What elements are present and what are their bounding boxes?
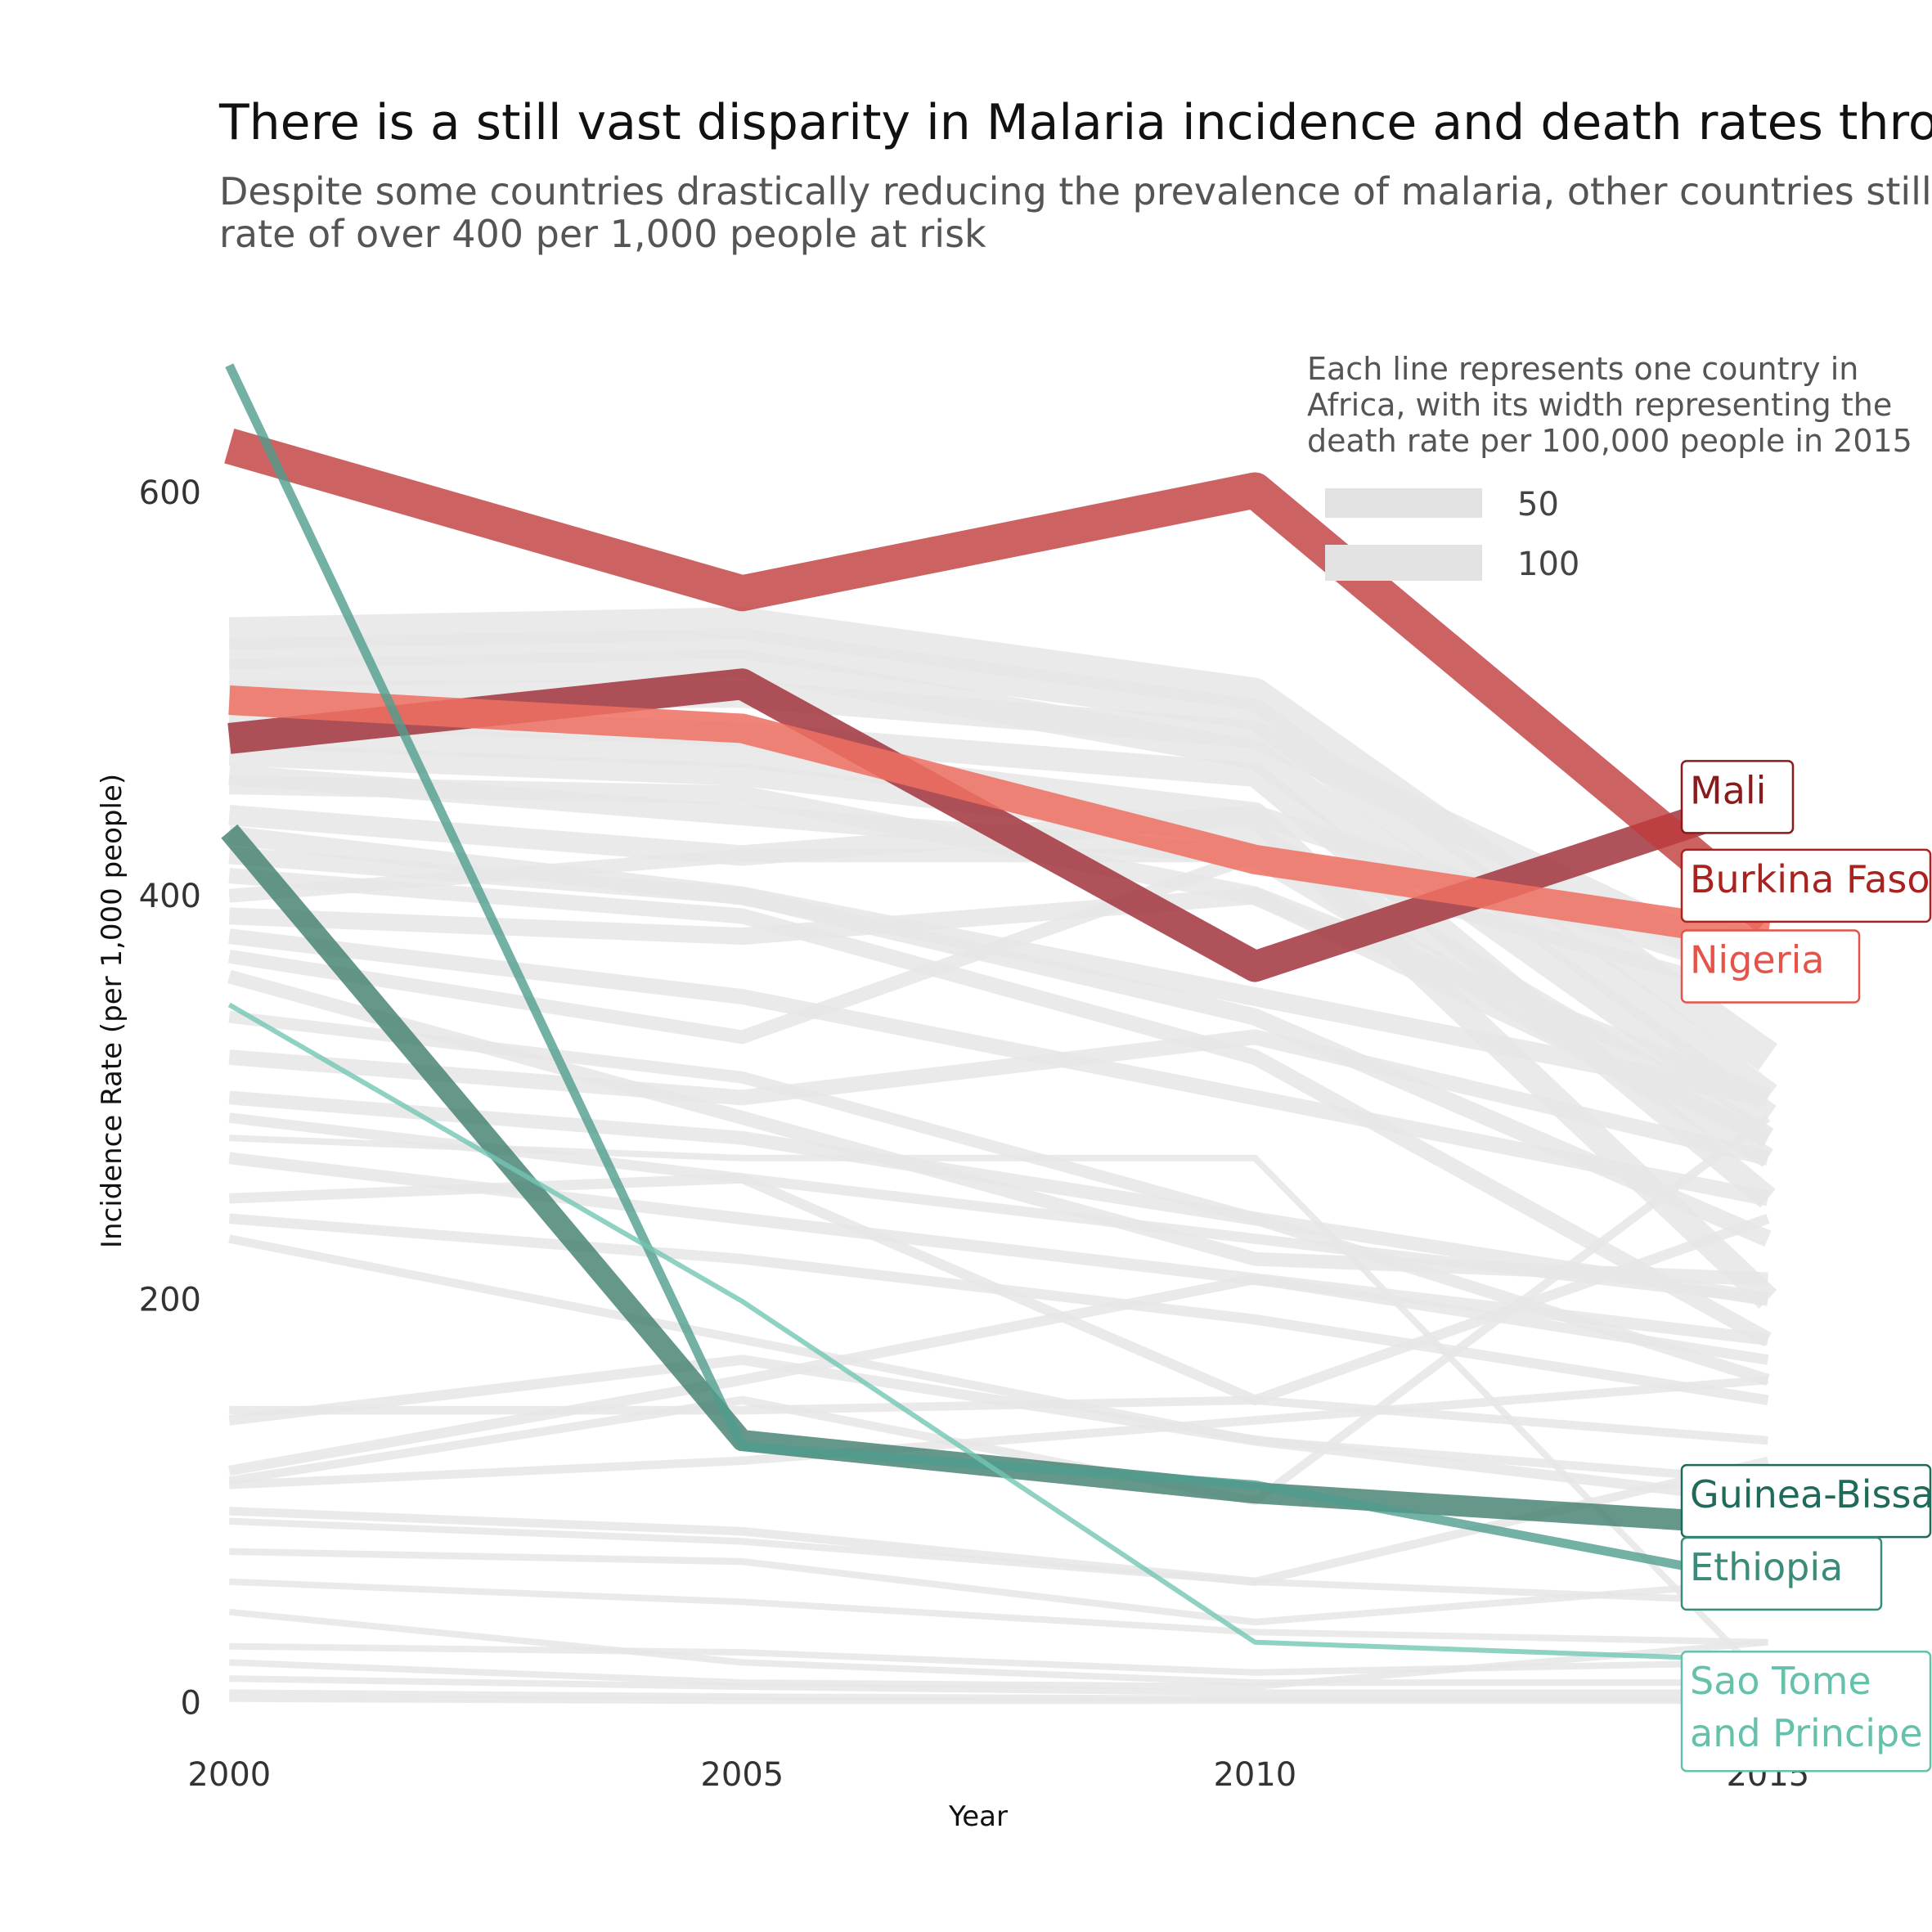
legend-label-100: 100 bbox=[1517, 546, 1579, 583]
legend-key-50 bbox=[1325, 488, 1482, 518]
chart-title: There is a still vast disparity in Malar… bbox=[218, 94, 1932, 151]
background-country-line bbox=[228, 887, 1772, 1146]
label-text: Burkina Faso bbox=[1690, 857, 1930, 901]
label-text: Mali bbox=[1690, 768, 1766, 812]
y-tick-label: 0 bbox=[181, 1685, 201, 1723]
legend-label-50: 50 bbox=[1517, 486, 1559, 523]
background-country-line bbox=[229, 1578, 1768, 1646]
background-country-line bbox=[229, 1517, 1768, 1606]
background-country-line bbox=[228, 928, 1770, 1206]
background-country-line bbox=[228, 1029, 1770, 1166]
series-line-ethiopia bbox=[225, 363, 1769, 1587]
label-text: Nigeria bbox=[1690, 938, 1825, 982]
background-country-line bbox=[229, 1456, 1769, 1587]
background-country-line bbox=[229, 1375, 1768, 1489]
series-line-nigeria bbox=[228, 685, 1771, 951]
series-line-burkina-faso bbox=[224, 429, 1780, 932]
label-nigeria: Nigeria bbox=[1680, 929, 1861, 1004]
label-guinea-bissau: Guinea-Bissau bbox=[1680, 1463, 1932, 1539]
x-tick-label: 2005 bbox=[700, 1756, 784, 1794]
width-legend: Each line represents one country in Afri… bbox=[1307, 351, 1912, 583]
background-country-line bbox=[229, 1638, 1768, 1690]
background-country-line bbox=[228, 1608, 1768, 1687]
background-country-line bbox=[229, 1675, 1768, 1696]
y-tick-label: 600 bbox=[139, 474, 201, 512]
background-country-line bbox=[228, 1114, 1771, 1506]
label-text: and Principe bbox=[1690, 1711, 1923, 1755]
background-country-line bbox=[229, 1695, 1768, 1705]
x-tick-label: 2000 bbox=[187, 1756, 271, 1794]
label-box bbox=[1680, 1536, 1883, 1611]
background-country-line bbox=[228, 848, 1770, 1004]
y-axis: 0 200 400 600 bbox=[139, 474, 201, 1723]
background-country-line bbox=[228, 1355, 1769, 1507]
background-country-line bbox=[228, 1213, 1769, 1406]
x-axis-title: Year bbox=[948, 1800, 1008, 1833]
label-ethiopia: Ethiopia bbox=[1680, 1536, 1883, 1611]
legend-title-line-2: Africa, with its width representing the bbox=[1307, 387, 1892, 423]
label-text: Ethiopia bbox=[1690, 1545, 1843, 1589]
label-box bbox=[1680, 760, 1795, 834]
background-country-line bbox=[228, 1274, 1769, 1476]
legend-key-100 bbox=[1325, 545, 1482, 581]
label-text: Sao Tome bbox=[1690, 1659, 1871, 1703]
x-tick-label: 2010 bbox=[1213, 1756, 1296, 1794]
background-country-line bbox=[228, 1234, 1768, 1485]
chart-subtitle-line-2: rate of over 400 per 1,000 people at ris… bbox=[219, 212, 986, 256]
background-country-line bbox=[229, 1173, 1769, 1305]
y-axis-title: Incidence Rate (per 1,000 people) bbox=[96, 774, 128, 1248]
plot-lines bbox=[221, 363, 1780, 1705]
label-sao-tome-and-principe: Sao Tome and Principe bbox=[1680, 1650, 1932, 1772]
y-tick-label: 200 bbox=[139, 1281, 201, 1319]
series-labels: Mali Burkina Faso Nigeria Guinea-Bissau Ethi… bbox=[1680, 760, 1932, 1772]
label-mali: Mali bbox=[1680, 760, 1795, 834]
y-tick-label: 400 bbox=[139, 878, 201, 915]
label-box bbox=[1680, 1650, 1932, 1772]
label-text: Guinea-Bissau bbox=[1690, 1472, 1932, 1516]
label-box bbox=[1680, 929, 1861, 1004]
legend-title-line-1: Each line represents one country in bbox=[1307, 351, 1858, 387]
series-line-sao-tome-and-principe bbox=[227, 1002, 1768, 1663]
label-box bbox=[1680, 848, 1932, 923]
background-country-line bbox=[229, 680, 1774, 990]
background-country-line bbox=[228, 1090, 1769, 1306]
background-country-line bbox=[229, 1548, 1768, 1626]
label-burkina-faso: Burkina Faso bbox=[1680, 848, 1932, 923]
background-country-line bbox=[228, 1010, 1770, 1386]
chart-subtitle-line-1: Despite some countries drastically reduc… bbox=[219, 169, 1932, 213]
x-axis: 2000 2005 2010 2015 bbox=[187, 1756, 1809, 1794]
legend-title-line-3: death rate per 100,000 people in 2015 bbox=[1307, 423, 1912, 459]
